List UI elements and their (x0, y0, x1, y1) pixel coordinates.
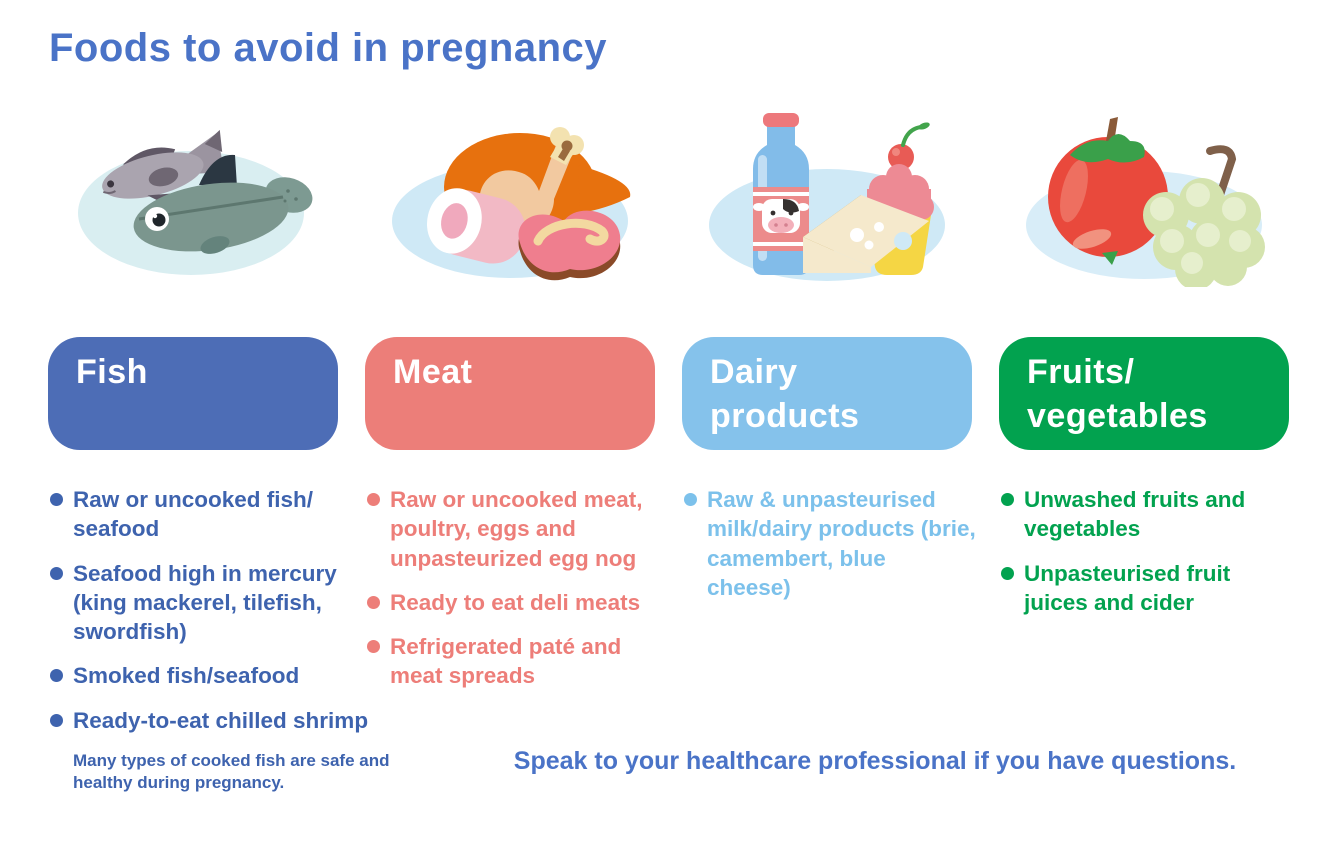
gray-fish-icon (102, 129, 225, 204)
category-column-fish: Fish Raw or uncooked fish/ seafood Seafo… (48, 95, 390, 795)
bullet-dot (367, 595, 380, 609)
category-column-dairy: Dairy products Raw & unpasteurised milk/… (682, 95, 976, 795)
dairy-plate-icon (709, 113, 945, 281)
list-item: Unpasteurised fruit juices and cider (1001, 559, 1289, 618)
teal-fish-icon (133, 154, 313, 254)
bullet-dot (50, 493, 63, 506)
list-item: Refrigerated paté and meat spreads (367, 632, 655, 691)
category-column-meat: Meat Raw or uncooked meat, poultry, eggs… (365, 95, 655, 795)
steak-icon (518, 210, 621, 281)
list-item: Unwashed fruits and vegetables (1001, 485, 1289, 544)
fish-plate-icon (78, 129, 313, 275)
bone-icon (550, 127, 584, 165)
list-item: Seafood high in mercury (king mackerel, … (50, 559, 338, 647)
bullet-dot (50, 669, 63, 683)
item-text: Seafood high in mercury (king mackerel, … (73, 560, 337, 645)
tomato-icon (1048, 117, 1168, 265)
bullet-dot (367, 640, 380, 653)
category-header-fruits-vegetables: Fruits/ vegetables (999, 337, 1289, 450)
meat-items-list: Raw or uncooked meat, poultry, eggs and … (367, 485, 655, 691)
page-title: Foods to avoid in pregnancy (49, 26, 607, 70)
category-column-fruits-vegetables: Fruits/ vegetables Unwashed fruits and v… (999, 95, 1289, 795)
cow-face-icon (753, 199, 809, 233)
milk-bottle-icon (753, 113, 809, 275)
fish-illustration (48, 95, 338, 287)
item-text: Unwashed fruits and vegetables (1024, 487, 1246, 542)
list-item: Smoked fish/seafood (50, 661, 338, 690)
category-header-dairy: Dairy products (682, 337, 972, 450)
item-text: Smoked fish/seafood (73, 663, 300, 689)
item-text: Raw or uncooked fish/ seafood (73, 487, 314, 542)
fruits-items-list: Unwashed fruits and vegetables Unpasteur… (1001, 485, 1289, 617)
item-text: Unpasteurised fruit juices and cider (1024, 560, 1231, 615)
dairy-items-list: Raw & unpasteurised milk/dairy products … (684, 485, 976, 602)
item-text: Ready-to-eat chilled shrimp (73, 707, 369, 733)
meat-plate-icon (392, 127, 631, 281)
item-text: Raw or uncooked meat, poultry, eggs and … (390, 487, 643, 571)
bullet-dot (1001, 493, 1014, 506)
list-item: Ready to eat deli meats (367, 588, 655, 617)
item-text: Refrigerated paté and meat spreads (390, 634, 622, 689)
item-text: Ready to eat deli meats (390, 589, 641, 615)
fish-items-list: Raw or uncooked fish/ seafood Seafood hi… (50, 485, 368, 735)
bullet-dot (684, 493, 697, 506)
category-columns: Fish Raw or uncooked fish/ seafood Seafo… (48, 95, 1289, 795)
list-item: Ready-to-eat chilled shrimp (50, 706, 368, 735)
dairy-illustration (682, 95, 972, 287)
ham-icon (426, 188, 526, 264)
fruits-vegetables-illustration (999, 95, 1289, 287)
footer-text: Speak to your healthcare professional if… (513, 747, 1237, 775)
bullet-dot (50, 713, 63, 727)
bullet-dot (1001, 566, 1014, 580)
list-item: Raw or uncooked fish/ seafood (50, 485, 338, 544)
bullet-dot (50, 566, 63, 580)
list-item: Raw or uncooked meat, poultry, eggs and … (367, 485, 655, 573)
item-text: Raw & unpasteurised milk/dairy products … (707, 487, 976, 600)
category-header-meat: Meat (365, 337, 655, 450)
fish-safety-note: Many types of cooked fish are safe and h… (73, 750, 390, 793)
meat-illustration (365, 95, 655, 287)
grapes-icon (1143, 145, 1265, 287)
list-item: Raw & unpasteurised milk/dairy products … (684, 485, 976, 602)
cheese-wedge-icon (803, 195, 929, 273)
bullet-dot (367, 493, 380, 506)
category-header-fish: Fish (48, 337, 338, 450)
fruits-plate-icon (1026, 117, 1265, 287)
